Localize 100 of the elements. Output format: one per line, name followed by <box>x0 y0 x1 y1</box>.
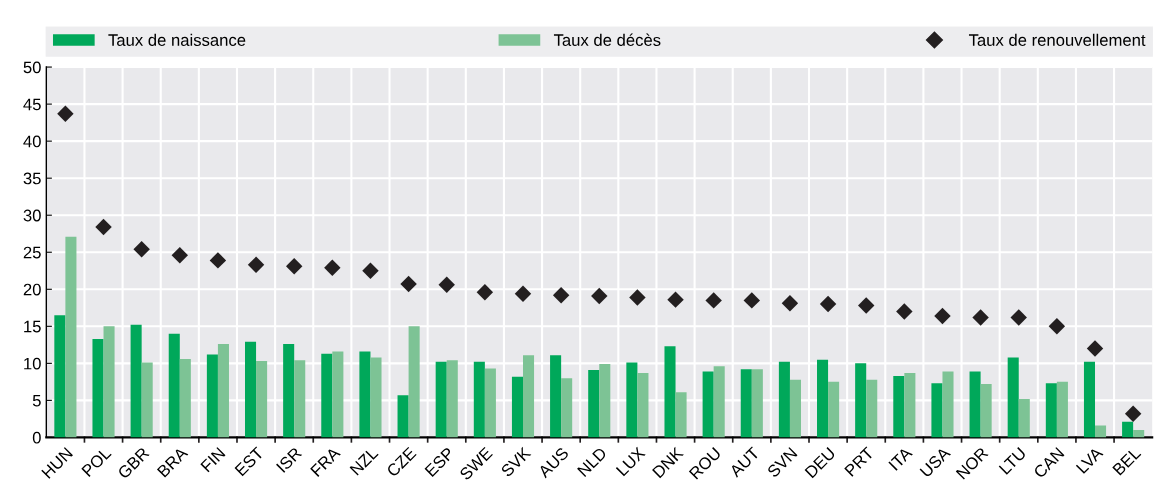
y-tick-label: 40 <box>23 135 41 148</box>
x-tick-label: ITA <box>888 446 913 471</box>
bar <box>103 326 115 438</box>
bar <box>473 361 485 438</box>
point <box>1124 405 1142 422</box>
bar <box>523 355 535 438</box>
point <box>591 287 608 305</box>
bar <box>1045 383 1057 438</box>
y-tick-label: 35 <box>23 172 41 185</box>
legend-label: Taux de décès <box>553 33 661 46</box>
point <box>934 307 951 325</box>
point <box>400 275 417 293</box>
y-tick-label: 50 <box>23 61 41 74</box>
bar <box>446 360 458 438</box>
y-tick-label: 5 <box>32 394 41 407</box>
bar <box>664 346 676 438</box>
point <box>1086 340 1104 357</box>
x-tick-label: BEL <box>1112 446 1142 476</box>
point <box>743 292 761 309</box>
bar <box>435 361 447 438</box>
bar <box>931 383 943 438</box>
bar <box>397 395 409 438</box>
bar <box>408 326 420 438</box>
bar <box>511 376 523 438</box>
bar <box>206 354 218 438</box>
point <box>667 291 684 308</box>
point <box>285 258 303 275</box>
point <box>1010 309 1027 326</box>
bar <box>637 372 649 438</box>
bar <box>1018 398 1030 438</box>
bar <box>130 324 142 438</box>
point <box>247 256 265 274</box>
bar <box>245 341 257 438</box>
bar <box>588 370 600 438</box>
point <box>476 284 494 301</box>
bar <box>561 378 573 438</box>
bar <box>370 357 382 438</box>
y-tick-label: 30 <box>23 209 41 222</box>
bar <box>702 371 714 438</box>
point <box>438 276 455 294</box>
bar <box>1056 381 1068 438</box>
legend-label: Taux de renouvellement <box>968 33 1146 46</box>
point <box>57 105 74 122</box>
bar <box>866 379 878 438</box>
y-tick-label: 20 <box>23 283 41 296</box>
bar <box>778 361 790 438</box>
point <box>209 252 227 269</box>
bar <box>626 362 638 438</box>
bar <box>980 384 992 438</box>
bar <box>54 315 66 438</box>
point <box>1048 318 1066 335</box>
x-tick-label: USA <box>919 446 952 478</box>
bar <box>65 236 77 438</box>
bar <box>550 355 562 438</box>
y-tick-label: 15 <box>24 320 41 333</box>
x-tick-label: FRA <box>310 446 341 477</box>
bar <box>1095 425 1107 438</box>
bar <box>321 353 333 438</box>
bar <box>332 351 344 438</box>
point <box>857 297 875 314</box>
y-tick-label: 0 <box>32 431 41 444</box>
x-tick-label: ISR <box>275 446 303 473</box>
bar <box>1122 421 1134 438</box>
bar <box>141 362 153 438</box>
bar <box>893 375 905 438</box>
bar <box>789 379 801 438</box>
point <box>95 218 112 236</box>
x-tick-label: LTU <box>998 447 1027 475</box>
x-tick-label: POL <box>81 446 112 477</box>
bar <box>359 351 371 438</box>
point <box>324 259 341 276</box>
legend-label: Taux de naissance <box>108 33 246 46</box>
bar <box>168 333 180 438</box>
x-tick-label: FIN <box>200 447 226 473</box>
y-tick-label: 45 <box>23 98 41 111</box>
bar <box>599 364 611 438</box>
point <box>781 295 799 312</box>
bar <box>713 366 725 438</box>
bar <box>256 361 268 438</box>
x-tick-label: NLD <box>577 446 608 477</box>
y-tick-label: 25 <box>23 246 41 259</box>
bar <box>1133 429 1145 438</box>
point <box>171 246 189 264</box>
bar <box>92 338 104 438</box>
bar <box>179 358 191 438</box>
bar <box>484 368 496 438</box>
bar <box>942 371 954 438</box>
bar <box>969 371 981 438</box>
x-tick-label: NZL <box>349 446 379 476</box>
point <box>819 295 837 313</box>
point <box>896 303 913 320</box>
bar <box>1007 357 1019 438</box>
bar <box>675 392 687 438</box>
x-tick-label: LVA <box>1075 446 1104 474</box>
point <box>629 289 646 306</box>
bar <box>817 359 829 438</box>
bar <box>904 372 916 438</box>
bar <box>855 363 867 438</box>
bar <box>283 344 295 438</box>
point <box>705 292 722 309</box>
